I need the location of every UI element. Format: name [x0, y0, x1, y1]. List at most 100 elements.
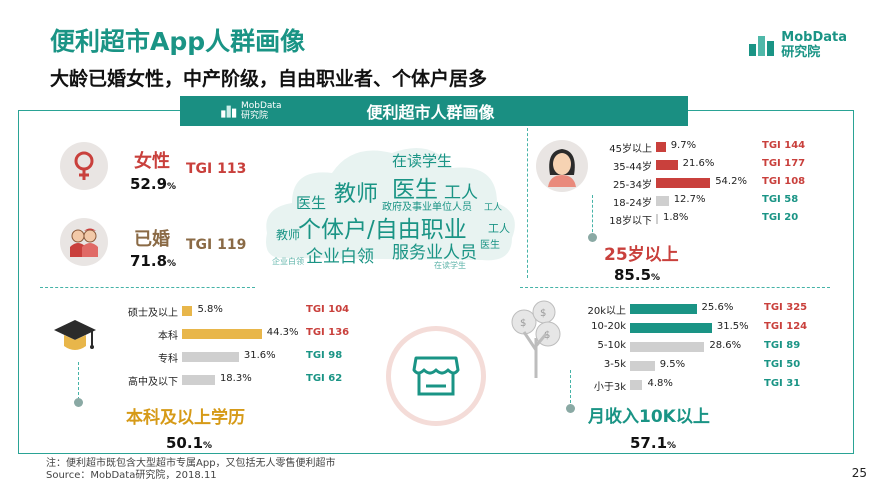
age-value-label: 9.7% [670, 140, 697, 151]
age-row-label: 45岁以上 [609, 144, 652, 155]
cloud-word: 工人 [444, 183, 478, 203]
age-bar [656, 214, 658, 224]
age-tgi: TGI 20 [762, 212, 799, 223]
cloud-word: 医生 [392, 177, 438, 203]
age-row-label: 18-24岁 [612, 198, 652, 209]
banner-logo: MobData 研究院 [220, 101, 281, 121]
logo-line1: MobData [781, 30, 847, 45]
income-value-label: 9.5% [659, 359, 686, 370]
woman-avatar-icon [548, 149, 576, 187]
income-tgi: TGI 89 [764, 340, 801, 351]
age-tgi: TGI 144 [762, 140, 806, 151]
age-summary: 25岁以上 [604, 245, 679, 265]
income-bar [630, 361, 655, 371]
education-value-label: 18.3% [219, 373, 252, 384]
age-bar [656, 142, 666, 152]
age-row-label: 35-44岁 [612, 162, 652, 173]
cloud-word: 企业白领 [272, 257, 304, 266]
logo-line2: 研究院 [781, 45, 821, 60]
education-row-label: 高中及以下 [128, 377, 178, 388]
banner-logo-line2: 研究院 [241, 111, 269, 121]
income-row-label: 5-10k [597, 340, 627, 351]
mobdata-logo-icon [749, 36, 775, 56]
age-row-label: 18岁以下 [609, 216, 652, 227]
cloud-shape [266, 148, 515, 261]
gender-label: 女性 [134, 151, 170, 172]
page-subtitle: 大龄已婚女性，中产阶级，自由职业者、个体户居多 [50, 68, 488, 90]
income-row-label: 小于3k [593, 382, 626, 393]
cloud-word: 在读学生 [434, 261, 466, 270]
income-connector-dot [566, 404, 575, 413]
income-tgi: TGI 124 [764, 321, 808, 332]
banner-logo-icon [221, 105, 237, 118]
page-number: 25 [851, 466, 867, 480]
education-bar [182, 306, 193, 316]
education-value-label: 44.3% [266, 327, 299, 338]
cloud-word: 教师 [334, 182, 379, 207]
age-bar [656, 196, 669, 206]
woman-avatar-circle [536, 140, 588, 192]
income-value-label: 28.6% [709, 340, 742, 351]
age-value-label: 54.2% [715, 176, 747, 187]
income-bar [630, 304, 697, 314]
married-couple-icon [70, 228, 98, 257]
age-tgi: TGI 177 [762, 158, 806, 169]
income-tgi: TGI 325 [764, 302, 808, 313]
education-tgi: TGI 136 [306, 327, 350, 338]
education-tgi: TGI 98 [306, 350, 343, 361]
age-bar [656, 160, 678, 170]
gender-percent: 52.9% [130, 175, 177, 193]
income-row-label: 20k以上 [587, 306, 626, 317]
education-value-label: 5.8% [197, 304, 223, 315]
education-row-label: 本科 [158, 331, 178, 342]
cloud-word: 个体户/自由职业 [298, 217, 467, 243]
cloud-word: 工人 [488, 222, 510, 235]
cloud-word: 政府及事业单位人员 [382, 202, 472, 213]
graduation-cap-icon [52, 316, 98, 364]
cloud-word: 医生 [296, 194, 327, 212]
age-connector [592, 195, 593, 237]
store-icon-circle [386, 326, 486, 426]
age-tgi: TGI 108 [762, 176, 806, 187]
age-bar [656, 178, 711, 188]
income-bar [630, 342, 705, 352]
education-bar [182, 375, 215, 385]
svg-text:$: $ [540, 308, 546, 319]
banner-title: 便利超市人群画像 [366, 103, 495, 122]
banner-logo-line1: MobData [241, 101, 282, 111]
cloud-word: 教师 [276, 228, 301, 242]
income-summary: 月收入10K以上 [588, 407, 710, 427]
divider-vertical [527, 128, 528, 278]
income-tgi: TGI 31 [764, 378, 801, 389]
education-value-label: 31.6% [243, 350, 276, 361]
svg-text:$: $ [544, 330, 550, 341]
occupation-word-cloud: 在读学生 教师 医生 工人 医生 政府及事业单位人员 工人 个体户/自由职业 教… [262, 138, 522, 278]
education-summary: 本科及以上学历 [126, 408, 245, 428]
married-icon-circle [60, 218, 108, 266]
education-tgi: TGI 104 [306, 304, 350, 315]
female-icon-circle [60, 142, 108, 190]
income-row-label: 10-20k [591, 321, 626, 332]
age-value-label: 1.8% [663, 212, 689, 223]
female-symbol-icon [74, 151, 94, 180]
education-bar [182, 329, 262, 339]
age-value-label: 12.7% [673, 194, 706, 205]
edu-connector-dot [74, 398, 83, 407]
income-connector [570, 370, 571, 408]
education-row-label: 硕士及以上 [128, 308, 178, 319]
income-bar [630, 380, 643, 390]
age-row-label: 25-34岁 [612, 180, 652, 191]
mobdata-logo: MobData 研究院 [747, 30, 847, 60]
income-bar [630, 323, 712, 333]
income-value-label: 4.8% [647, 378, 673, 389]
edu-connector [78, 362, 79, 400]
age-summary-percent: 85.5% [614, 266, 661, 284]
education-bar [182, 352, 239, 362]
store-icon [412, 356, 460, 396]
footnote: 注：便利超市既包含大型超市专属App，又包括无人零售便利超市 Source：Mo… [46, 458, 336, 482]
income-summary-percent: 57.1% [630, 434, 677, 452]
age-connector-dot [588, 233, 597, 242]
age-value-label: 21.6% [682, 158, 715, 169]
cloud-word: 企业白领 [306, 247, 374, 267]
income-value-label: 31.5% [716, 321, 749, 332]
